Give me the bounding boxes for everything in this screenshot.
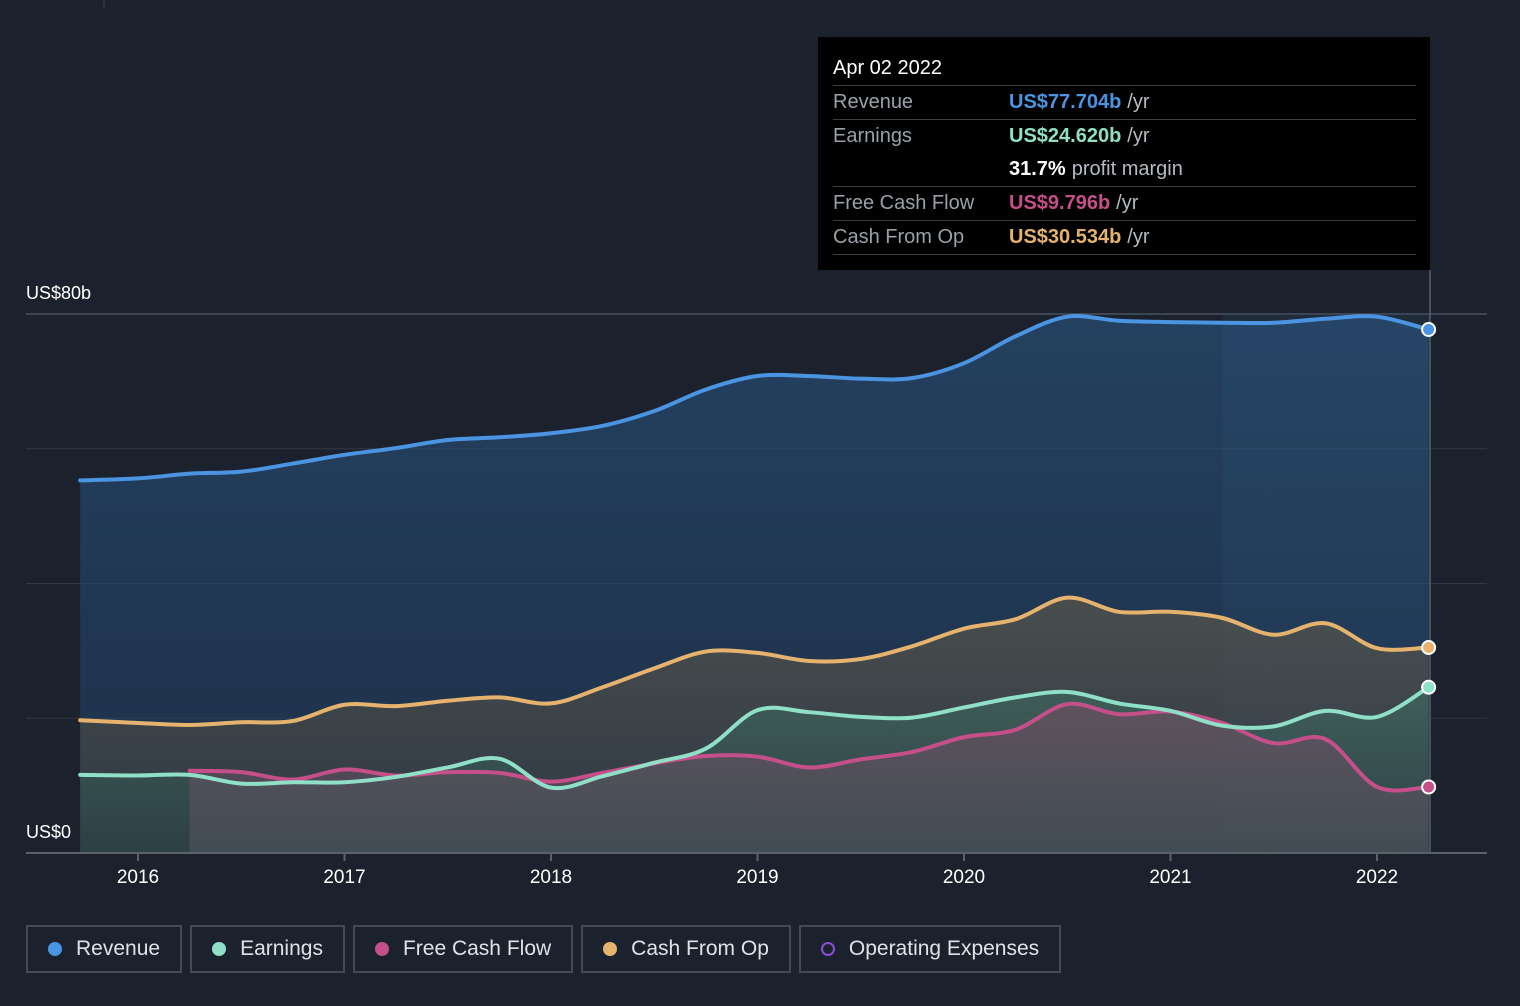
- series-end-dots: [1421, 321, 1437, 795]
- tooltip-margin-spacer: [833, 153, 1009, 186]
- series-lines: [78, 314, 1431, 793]
- tooltip-earnings-value: US$24.620b: [1009, 125, 1122, 147]
- tooltip-unit: /yr: [1127, 226, 1150, 248]
- tooltip-row-margin: 31.7% profit margin: [833, 153, 1416, 187]
- y-label-top: US$80b: [26, 283, 91, 303]
- end-dot-free-cash-flow: [1421, 779, 1437, 795]
- legend: Revenue Earnings Free Cash Flow Cash Fro…: [26, 925, 1062, 973]
- cfo-dot-icon: [603, 942, 618, 956]
- tooltip-cfo-value: US$30.534b: [1009, 226, 1122, 248]
- tooltip-fcf-label: Free Cash Flow: [833, 192, 975, 214]
- legend-fcf-label: Free Cash Flow: [402, 937, 552, 960]
- x-tick-label-5: 2021: [1149, 867, 1191, 888]
- legend-fcf[interactable]: Free Cash Flow: [352, 925, 574, 973]
- tooltip-row-earnings: Earnings US$24.620b /yr: [833, 120, 1416, 153]
- tooltip-unit: /yr: [1116, 192, 1139, 214]
- tooltip-date: Apr 02 2022: [833, 53, 1416, 86]
- tooltip-revenue-value: US$77.704b: [1009, 91, 1122, 113]
- tooltip-margin-text: profit margin: [1071, 158, 1183, 180]
- x-tick-label-1: 2017: [323, 867, 365, 888]
- revenue-dot-icon: [48, 942, 62, 956]
- x-tick-label-4: 2020: [943, 867, 985, 888]
- line-earnings: [78, 685, 1431, 791]
- end-dot-revenue: [1421, 321, 1437, 337]
- tooltip: Apr 02 2022 Revenue US$77.704b /yr Earni…: [818, 37, 1430, 270]
- legend-earnings[interactable]: Earnings: [190, 925, 345, 973]
- legend-cfo[interactable]: Cash From Op: [581, 925, 791, 973]
- x-tick-label-0: 2016: [117, 867, 159, 888]
- series-areas: [80, 316, 1429, 853]
- y-label-bottom: US$0: [26, 822, 71, 842]
- tooltip-fcf-value: US$9.796b: [1009, 192, 1111, 214]
- legend-opex[interactable]: Operating Expenses: [798, 925, 1062, 973]
- legend-revenue[interactable]: Revenue: [26, 925, 183, 973]
- x-tick-label-6: 2022: [1356, 867, 1398, 888]
- tooltip-unit: /yr: [1127, 125, 1150, 147]
- tooltip-unit: /yr: [1127, 91, 1150, 113]
- legend-revenue-label: Revenue: [76, 937, 161, 960]
- tooltip-row-cfo: Cash From Op US$30.534b /yr: [833, 221, 1416, 255]
- end-dot-earnings: [1421, 679, 1437, 695]
- x-tick-label-3: 2019: [736, 867, 778, 888]
- tooltip-row-fcf: Free Cash Flow US$9.796b /yr: [833, 187, 1416, 221]
- area-free-cash-flow: [189, 703, 1429, 853]
- opex-ring-icon: [820, 942, 835, 956]
- tooltip-earnings-label: Earnings: [833, 125, 912, 147]
- tooltip-cfo-label: Cash From Op: [833, 226, 965, 248]
- end-dot-cash-from-op: [1421, 640, 1437, 656]
- x-axis-ticks: 2016 2017 2018 2019 2020 2021 2022: [117, 853, 1398, 888]
- line-cash-from-op: [78, 595, 1431, 727]
- legend-opex-label: Operating Expenses: [848, 937, 1040, 960]
- legend-earnings-label: Earnings: [240, 937, 323, 960]
- fcf-dot-icon: [374, 942, 389, 956]
- line-revenue: [78, 314, 1431, 483]
- tooltip-revenue-label: Revenue: [833, 91, 914, 113]
- earnings-dot-icon: [212, 942, 227, 956]
- tooltip-margin-value: 31.7%: [1009, 158, 1066, 180]
- tooltip-row-revenue: Revenue US$77.704b /yr: [833, 86, 1416, 120]
- x-tick-label-2: 2018: [530, 867, 572, 888]
- legend-cfo-label: Cash From Op: [631, 937, 769, 960]
